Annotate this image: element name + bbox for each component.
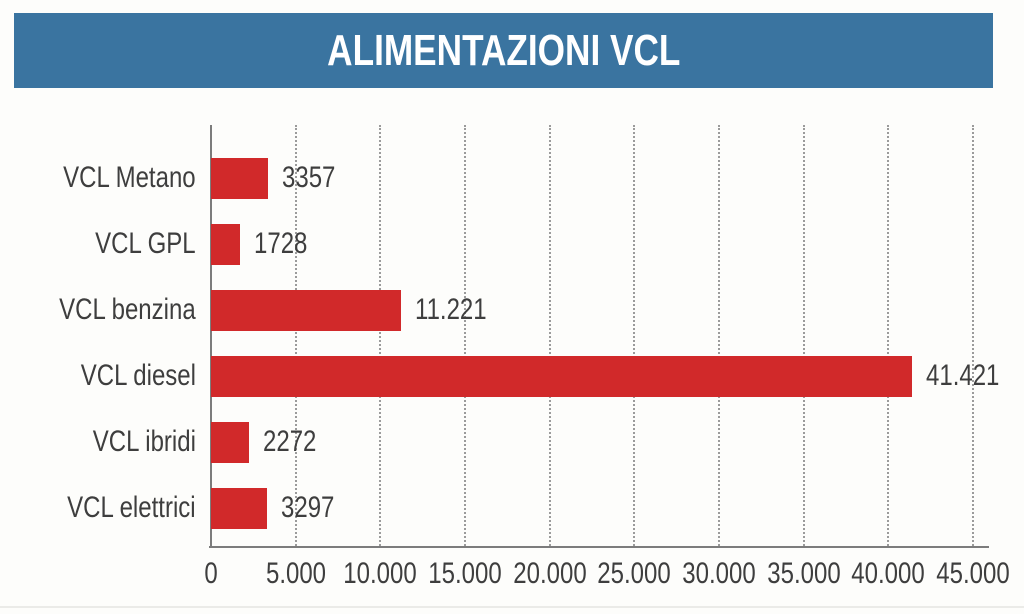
bar-row: 3357	[211, 145, 973, 211]
chart-title-banner: ALIMENTAZIONI VCL	[14, 13, 993, 88]
gridline	[802, 125, 805, 546]
bars-area: 3357 1728 11.221 41.421 2272 3297	[211, 145, 1000, 541]
category-label-text: VCL ibridi	[92, 425, 196, 458]
category-label: VCL diesel	[0, 343, 196, 409]
x-tick-label: 0	[204, 557, 218, 590]
category-label: VCL GPL	[0, 211, 197, 277]
bar-value-label: 2272	[263, 425, 317, 458]
bar-value-label: 41.421	[926, 359, 1000, 392]
gridline	[379, 125, 382, 546]
category-label-text: VCL benzina	[59, 293, 196, 326]
gridline	[972, 125, 974, 546]
x-tick-label: 35.000	[766, 557, 841, 590]
x-tick-label: 15.000	[428, 557, 502, 590]
bar-row: 1728	[211, 211, 973, 277]
bar	[211, 223, 241, 265]
chart-title: ALIMENTAZIONI VCL	[326, 25, 681, 75]
x-tick-label: 10.000	[343, 557, 418, 590]
category-label: VCL Metano	[0, 145, 196, 211]
bar	[211, 289, 401, 331]
category-axis: VCL Metano VCL GPL VCL benzina VCL diesel VC…	[0, 145, 196, 541]
category-label: VCL ibridi	[0, 409, 196, 475]
bar	[211, 421, 250, 463]
category-label: VCL benzina	[0, 277, 196, 343]
bar-value-label: 1728	[254, 227, 308, 260]
gridline	[718, 125, 720, 546]
gridline	[294, 125, 297, 546]
category-label: VCL elettrici	[0, 475, 196, 541]
gridlines-layer	[211, 125, 974, 546]
x-tick-label: 25.000	[597, 557, 672, 590]
bar-value-label: 3357	[281, 161, 336, 194]
gridline	[548, 125, 551, 546]
gridline	[887, 125, 890, 546]
bottom-divider	[0, 606, 1024, 608]
bar-row: 11.221	[211, 277, 973, 343]
bar	[211, 487, 267, 529]
bar	[211, 355, 913, 397]
bar-row: 41.421	[211, 343, 1000, 409]
gridline	[633, 125, 636, 546]
category-label-text: VCL GPL	[95, 227, 197, 260]
x-tick-label: 40.000	[851, 557, 926, 590]
gridline	[464, 125, 466, 546]
x-axis-line	[209, 546, 989, 548]
y-axis-line	[210, 125, 212, 546]
category-label-text: VCL Metano	[63, 161, 196, 194]
bar-row: 3297	[211, 475, 973, 541]
bar-value-label: 3297	[280, 491, 335, 524]
bar-row: 2272	[211, 409, 973, 475]
category-label-text: VCL diesel	[80, 359, 196, 392]
bar-value-label: 11.221	[415, 293, 487, 326]
x-tick-label: 5.000	[265, 557, 326, 590]
x-axis-ticks: 0 5.000 10.000 15.000 20.000 25.000 30.000 35.0…	[204, 557, 1009, 593]
x-tick-label: 45.000	[936, 557, 1010, 590]
bar	[211, 157, 268, 199]
x-tick-label: 20.000	[512, 557, 587, 590]
category-label-text: VCL elettrici	[67, 491, 196, 524]
x-tick-label: 30.000	[682, 557, 756, 590]
